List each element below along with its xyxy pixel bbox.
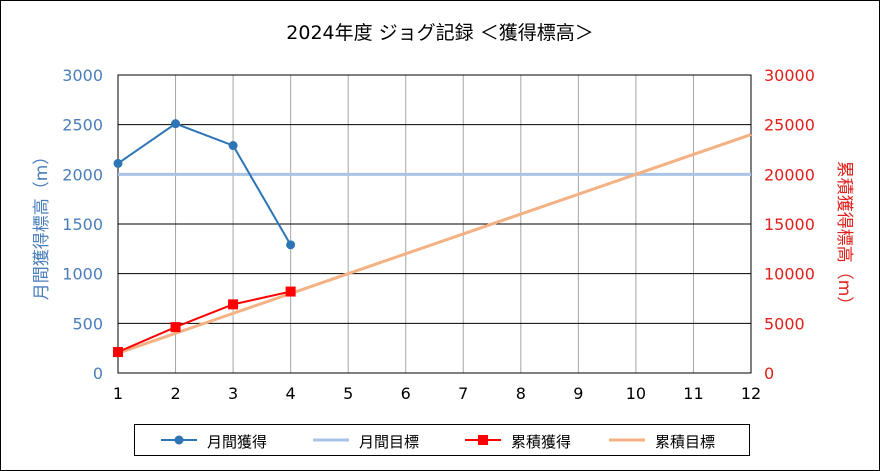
right-axis-tick-label: 0 [764,364,774,383]
x-axis-tick-label: 7 [458,384,468,403]
right-axis-tick-label: 5000 [764,314,805,333]
right-axis-tick-label: 30000 [764,66,815,85]
legend-label: 月間獲得 [207,433,268,451]
x-axis-tick-label: 4 [286,384,296,403]
x-axis-tick-label: 9 [573,384,583,403]
data-point-marker [170,322,181,333]
data-point-marker [113,158,123,168]
data-point-marker [285,286,296,297]
data-point-marker [228,299,239,310]
legend-swatch-line-icon [313,438,349,442]
chart-title: 2024年度 ジョグ記録 ＜獲得標高＞ [286,22,593,44]
left-axis-tick-label: 1500 [62,215,103,234]
x-axis-tick-label: 3 [228,384,238,403]
left-axis-tick-label: 2500 [62,116,103,135]
x-axis-tick-label: 1 [113,384,123,403]
left-axis-tick-label: 2000 [62,165,103,184]
data-point-marker [228,141,238,151]
x-axis-tick-label: 10 [626,384,646,403]
gridlines [117,74,752,374]
data-point-marker [286,240,296,250]
legend-swatch-line-icon [609,438,645,442]
x-axis-tick-label: 8 [516,384,526,403]
legend: 月間獲得 月間目標 累積獲得 累積目標 [134,424,750,456]
left-axis-tick-label: 500 [72,314,103,333]
right-axis-tick-label: 15000 [764,215,815,234]
left-axis-tick-labels: 0 500 1000 1500 2000 2500 3000 [62,66,103,383]
right-axis-tick-label: 10000 [764,265,815,284]
x-axis-tick-label: 2 [170,384,180,403]
right-axis-tick-label: 25000 [764,116,815,135]
x-axis-tick-label: 5 [343,384,353,403]
x-axis-tick-labels: 1 2 3 4 5 6 7 8 9 10 11 12 [113,384,761,403]
left-axis-label: 月間獲得標高（m） [32,148,52,301]
legend-swatch-line-square-icon [465,435,501,445]
left-axis-tick-label: 0 [93,364,103,383]
left-axis-tick-label: 1000 [62,265,103,284]
x-axis-tick-label: 12 [741,384,761,403]
legend-label: 月間目標 [359,433,420,451]
left-axis-tick-label: 3000 [62,66,103,85]
x-axis-tick-label: 6 [401,384,411,403]
plot-area-border [117,74,752,374]
right-axis-tick-label: 20000 [764,165,815,184]
series-line [117,133,752,355]
legend-label: 累積獲得 [511,433,572,451]
right-axis-label: 累積獲得標高（m） [834,161,854,314]
series-lines [117,122,752,355]
series-line [117,290,291,353]
series-markers [113,119,296,358]
legend-label: 累積目標 [655,433,716,451]
series-line [117,122,292,246]
right-axis-tick-labels: 0 5000 10000 15000 20000 25000 30000 [764,66,815,383]
x-axis-tick-label: 11 [683,384,703,403]
legend-swatch-line-circle-icon [161,435,197,445]
data-point-marker [113,347,123,358]
data-point-marker [171,119,181,129]
